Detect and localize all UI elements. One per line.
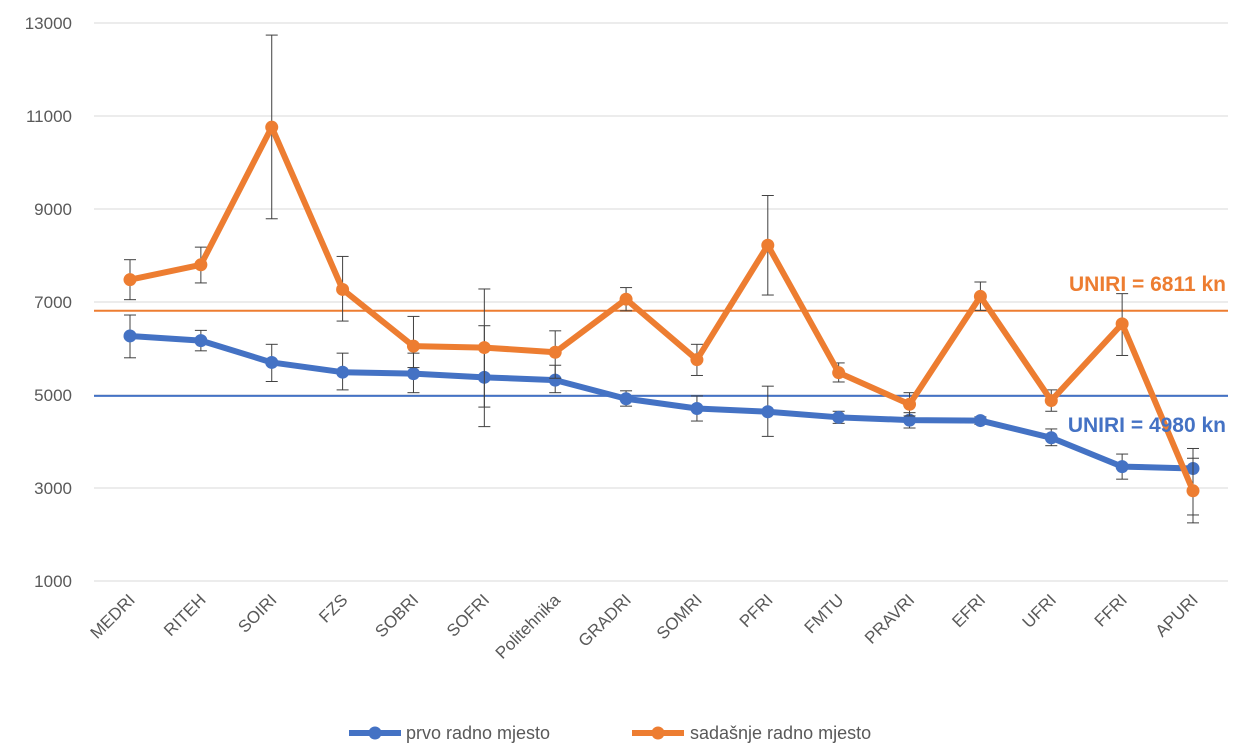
data-point xyxy=(690,353,704,367)
x-category-label: FMTU xyxy=(801,590,848,637)
data-point xyxy=(194,258,208,272)
data-point xyxy=(548,345,562,359)
legend-label: prvo radno mjesto xyxy=(406,723,550,743)
series-prvo xyxy=(123,314,1200,516)
x-category-label: EFRI xyxy=(948,590,989,631)
series-sadasnje xyxy=(123,34,1200,524)
data-point xyxy=(265,355,279,369)
data-point xyxy=(1044,394,1058,408)
y-tick-label: 3000 xyxy=(34,479,72,498)
data-point xyxy=(903,413,917,427)
x-category-label: APURI xyxy=(1152,590,1202,640)
reference-line-label: UNIRI = 4980 kn xyxy=(1068,414,1226,437)
data-point xyxy=(832,410,846,424)
x-category-label: SOFRI xyxy=(443,590,493,640)
data-point xyxy=(903,397,917,411)
data-point xyxy=(832,366,846,380)
data-point xyxy=(973,414,987,428)
data-point xyxy=(123,329,137,343)
y-tick-label: 11000 xyxy=(26,107,72,126)
y-axis-ticks: 1000 3000 5000 7000 9000 11000 13000 xyxy=(25,14,72,591)
y-tick-label: 5000 xyxy=(34,386,72,405)
data-point xyxy=(548,373,562,387)
reference-line-label: UNIRI = 6811 kn xyxy=(1069,273,1226,296)
y-tick-label: 7000 xyxy=(34,293,72,312)
legend-item: prvo radno mjesto xyxy=(349,723,550,743)
x-category-label: SOIRI xyxy=(234,590,280,636)
reference-lines xyxy=(94,309,1228,397)
x-category-label: PRAVRI xyxy=(861,590,918,647)
data-point xyxy=(1115,317,1129,331)
x-category-label: GRADRI xyxy=(575,590,635,650)
legend: prvo radno mjesto sadašnje radno mjesto xyxy=(349,723,871,743)
x-category-label: FZS xyxy=(315,590,351,626)
legend-swatch-marker xyxy=(368,726,382,740)
data-point xyxy=(123,273,137,287)
data-point xyxy=(1115,460,1129,474)
data-point xyxy=(619,392,633,406)
x-category-label: SOMRI xyxy=(653,590,706,643)
x-category-label: PFRI xyxy=(736,590,777,631)
series-line xyxy=(127,332,1196,472)
x-category-label: UFRI xyxy=(1019,590,1060,631)
series-line xyxy=(127,124,1196,494)
data-point xyxy=(265,120,279,134)
x-category-label: MEDRI xyxy=(87,590,139,642)
y-tick-label: 1000 xyxy=(34,572,72,591)
data-point xyxy=(477,341,491,355)
data-point xyxy=(194,334,208,348)
x-category-label: RITEH xyxy=(160,590,209,639)
y-tick-label: 13000 xyxy=(25,14,72,33)
data-point xyxy=(619,292,633,306)
data-point xyxy=(336,365,350,379)
x-category-label: Politehnika xyxy=(492,590,565,663)
reference-labels: UNIRI = 6811 kn UNIRI = 4980 kn xyxy=(1068,273,1226,437)
data-point xyxy=(690,401,704,415)
legend-item: sadašnje radno mjesto xyxy=(632,723,871,743)
data-point xyxy=(406,367,420,381)
data-point xyxy=(973,289,987,303)
data-point xyxy=(761,405,775,419)
data-point xyxy=(336,282,350,296)
gridlines xyxy=(94,22,1228,582)
x-category-label: SOBRI xyxy=(371,590,422,641)
data-point xyxy=(1044,431,1058,445)
data-point xyxy=(406,339,420,353)
series xyxy=(123,34,1200,524)
legend-swatch-marker xyxy=(651,726,665,740)
legend-label: sadašnje radno mjesto xyxy=(690,723,871,743)
data-point xyxy=(761,238,775,252)
y-tick-label: 9000 xyxy=(34,200,72,219)
x-category-label: FFRI xyxy=(1091,590,1131,630)
data-point xyxy=(1186,484,1200,498)
